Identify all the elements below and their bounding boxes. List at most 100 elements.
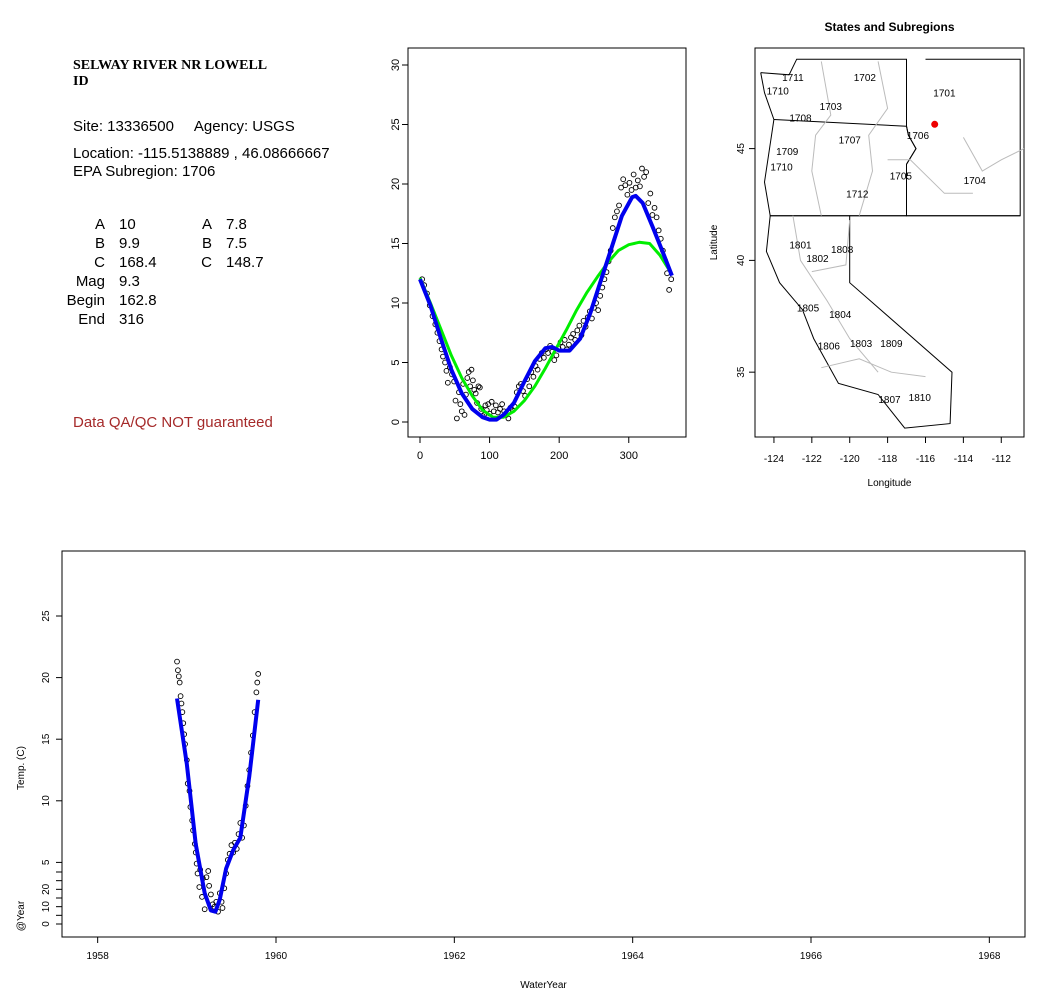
data-point xyxy=(628,187,635,193)
x-tick-label: -120 xyxy=(840,454,860,465)
data-point xyxy=(601,276,608,283)
y-axis-label: Temp. (C) xyxy=(16,746,27,790)
data-point xyxy=(597,293,604,299)
data-point xyxy=(182,741,188,747)
x-tick-label: 1962 xyxy=(443,951,466,962)
y-tick-label: 20 xyxy=(390,178,402,190)
data-point xyxy=(206,882,212,889)
data-point xyxy=(485,401,492,408)
data-point xyxy=(434,329,441,336)
data-point xyxy=(630,171,637,178)
subregion-label: 1702 xyxy=(854,73,877,84)
data-point xyxy=(460,381,466,387)
data-point xyxy=(253,689,260,696)
param-label: A xyxy=(94,216,105,233)
data-point xyxy=(666,287,672,293)
data-point xyxy=(651,204,658,211)
x-tick-label: 1958 xyxy=(87,951,110,962)
data-point xyxy=(488,398,495,405)
data-point xyxy=(192,841,198,847)
data-point xyxy=(443,367,450,374)
data-point xyxy=(190,827,196,834)
data-point xyxy=(219,905,226,911)
data-point xyxy=(255,671,262,677)
data-point xyxy=(503,412,510,418)
subregion-boundary xyxy=(887,159,973,194)
param-label: Mag xyxy=(75,273,105,290)
param-label: A xyxy=(201,216,212,233)
data-point xyxy=(505,415,512,422)
subregion-label: 1808 xyxy=(831,245,854,256)
data-point xyxy=(578,332,585,338)
y-tick-label: 40 xyxy=(736,254,747,266)
data-point xyxy=(228,842,235,849)
data-point xyxy=(614,208,620,215)
x-tick-label: -114 xyxy=(954,454,974,465)
data-point xyxy=(478,406,485,412)
param-label: End xyxy=(78,311,105,328)
state-boundary xyxy=(760,58,917,217)
data-point xyxy=(634,177,641,184)
subregion-line: EPA Subregion: 1706 xyxy=(73,163,216,180)
data-point xyxy=(179,709,186,715)
param-label: C xyxy=(94,254,105,271)
data-point xyxy=(655,227,662,234)
data-point xyxy=(196,884,203,890)
data-point xyxy=(438,346,445,353)
y-tick-label: 10 xyxy=(390,297,402,309)
param-value: 162.8 xyxy=(119,292,157,309)
data-point xyxy=(493,402,499,409)
data-point xyxy=(563,346,570,353)
data-point xyxy=(611,214,618,221)
data-point xyxy=(486,410,493,417)
subregion-boundary xyxy=(811,61,832,216)
param-value: 7.5 xyxy=(226,235,247,252)
data-point xyxy=(205,868,212,874)
data-point xyxy=(490,408,497,415)
data-point xyxy=(483,407,490,413)
data-point xyxy=(429,313,436,319)
data-point xyxy=(226,850,233,857)
y-tick-label: 30 xyxy=(390,59,402,71)
data-point xyxy=(543,346,549,353)
subregion-label: 1710 xyxy=(770,162,793,173)
data-point xyxy=(454,415,460,422)
x-tick-label: 1966 xyxy=(800,951,823,962)
data-point xyxy=(622,182,629,189)
data-point xyxy=(200,875,206,882)
data-point xyxy=(242,802,249,809)
data-point xyxy=(467,383,473,390)
data-point xyxy=(457,401,464,408)
data-point xyxy=(662,257,668,264)
data-point xyxy=(637,183,643,190)
subregion-label: 1809 xyxy=(880,339,903,350)
x-tick-label: 200 xyxy=(550,450,568,462)
subregion-label: 1810 xyxy=(909,393,932,404)
data-point xyxy=(474,400,480,406)
data-point xyxy=(515,383,522,390)
data-point xyxy=(178,700,185,707)
data-point xyxy=(593,300,599,306)
data-point xyxy=(187,804,194,810)
subregion-map: States and Subregions 1711 1702 1710 1701 170… xyxy=(709,20,1025,489)
data-point xyxy=(194,870,201,877)
data-point xyxy=(254,679,261,686)
x-tick-label: 1968 xyxy=(978,951,1001,962)
data-point xyxy=(568,334,574,341)
data-point xyxy=(528,369,535,375)
subregion-boundary xyxy=(962,137,1025,172)
map-frame xyxy=(754,47,1025,438)
data-point xyxy=(509,407,516,413)
data-point xyxy=(461,412,468,418)
data-point xyxy=(559,344,566,350)
y-tick-label: 0 xyxy=(390,419,402,425)
data-point xyxy=(174,658,180,665)
data-point xyxy=(660,247,666,254)
data-point xyxy=(192,849,199,856)
data-point xyxy=(609,225,616,231)
subregion-label: 1712 xyxy=(846,189,869,200)
data-point xyxy=(595,307,601,313)
data-point xyxy=(501,408,508,415)
subregion-label: 1709 xyxy=(776,147,799,158)
data-point xyxy=(432,321,439,328)
